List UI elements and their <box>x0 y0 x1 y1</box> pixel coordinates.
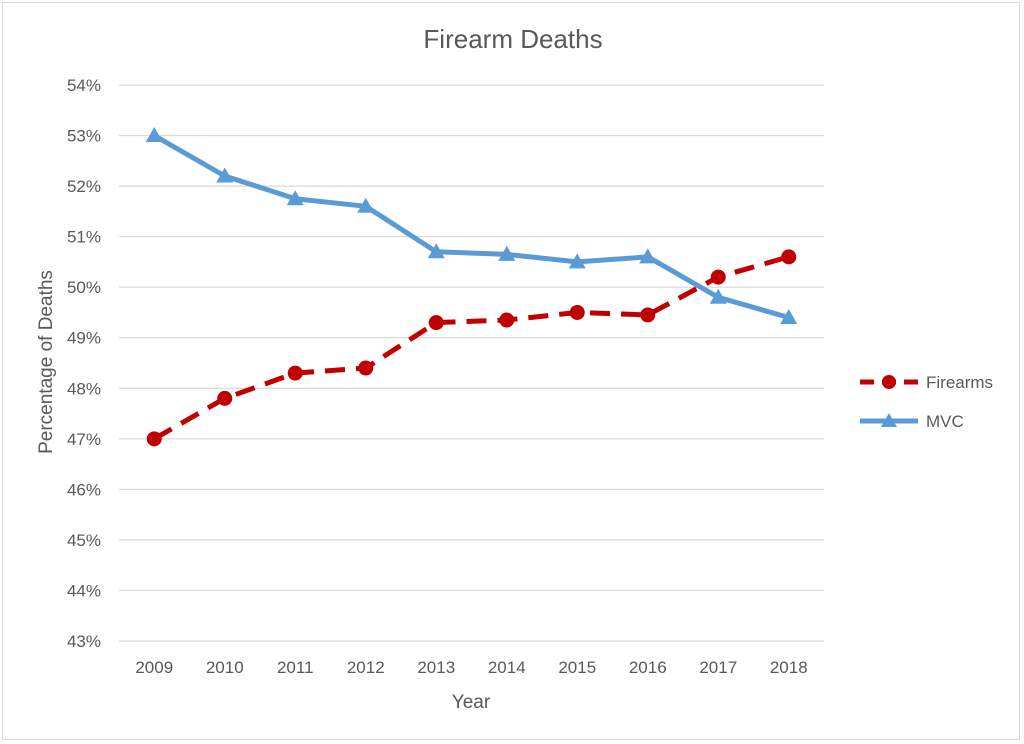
data-point <box>569 304 585 320</box>
legend-item-mvc: MVC <box>860 412 964 431</box>
y-tick-label: 51% <box>67 228 101 247</box>
legend-label: Firearms <box>926 373 993 392</box>
x-tick-label: 2010 <box>206 658 244 677</box>
data-point <box>427 243 445 259</box>
y-tick-label: 48% <box>67 379 101 398</box>
y-tick-label: 54% <box>67 76 101 95</box>
chart-title: Firearm Deaths <box>423 24 602 54</box>
x-tick-label: 2009 <box>135 658 173 677</box>
data-point <box>216 167 234 183</box>
x-tick-label: 2015 <box>558 658 596 677</box>
data-point <box>357 197 375 213</box>
y-axis-ticks: 43% 44% 45% 46% 47% 48% 49% 50% 51% 52% 53% 54% <box>67 76 101 651</box>
series-firearms <box>146 249 797 447</box>
series-lines <box>145 127 798 447</box>
data-point <box>145 127 163 143</box>
data-point <box>146 431 162 447</box>
series-line <box>153 133 790 320</box>
data-point <box>358 360 374 376</box>
x-axis-title: Year <box>452 692 491 713</box>
x-tick-label: 2014 <box>488 658 526 677</box>
data-point <box>710 269 726 285</box>
legend-marker <box>881 413 897 427</box>
legend-label: MVC <box>926 412 964 431</box>
data-point <box>639 248 657 264</box>
legend: Firearms MVC <box>860 373 993 431</box>
data-point <box>287 365 303 381</box>
x-axis-ticks: 2009 2010 2011 2012 2013 2014 2015 2016 2017 2018 <box>135 658 807 677</box>
x-tick-label: 2012 <box>347 658 385 677</box>
x-tick-label: 2017 <box>699 658 737 677</box>
legend-marker <box>882 375 896 389</box>
x-tick-label: 2016 <box>629 658 667 677</box>
x-tick-label: 2018 <box>770 658 808 677</box>
y-tick-label: 45% <box>67 531 101 550</box>
y-tick-label: 52% <box>67 177 101 196</box>
data-point <box>428 315 444 331</box>
data-point <box>709 288 727 304</box>
data-point <box>781 249 797 265</box>
data-point <box>499 312 515 328</box>
y-tick-label: 49% <box>67 329 101 348</box>
gridlines <box>119 84 824 642</box>
y-tick-label: 46% <box>67 480 101 499</box>
y-tick-label: 44% <box>67 581 101 600</box>
series-line <box>153 254 790 441</box>
legend-item-firearms: Firearms <box>860 373 993 392</box>
y-tick-label: 47% <box>67 430 101 449</box>
y-tick-label: 50% <box>67 278 101 297</box>
data-point <box>568 253 586 269</box>
data-point <box>286 190 304 206</box>
x-tick-label: 2011 <box>277 658 314 677</box>
x-tick-label: 2013 <box>417 658 455 677</box>
y-axis-title: Percentage of Deaths <box>36 270 57 454</box>
series-mvc <box>145 127 798 325</box>
data-point <box>640 307 656 323</box>
data-point <box>498 245 516 261</box>
data-point <box>217 390 233 406</box>
y-tick-label: 43% <box>67 632 101 651</box>
data-point <box>780 309 798 325</box>
y-tick-label: 53% <box>67 127 101 146</box>
